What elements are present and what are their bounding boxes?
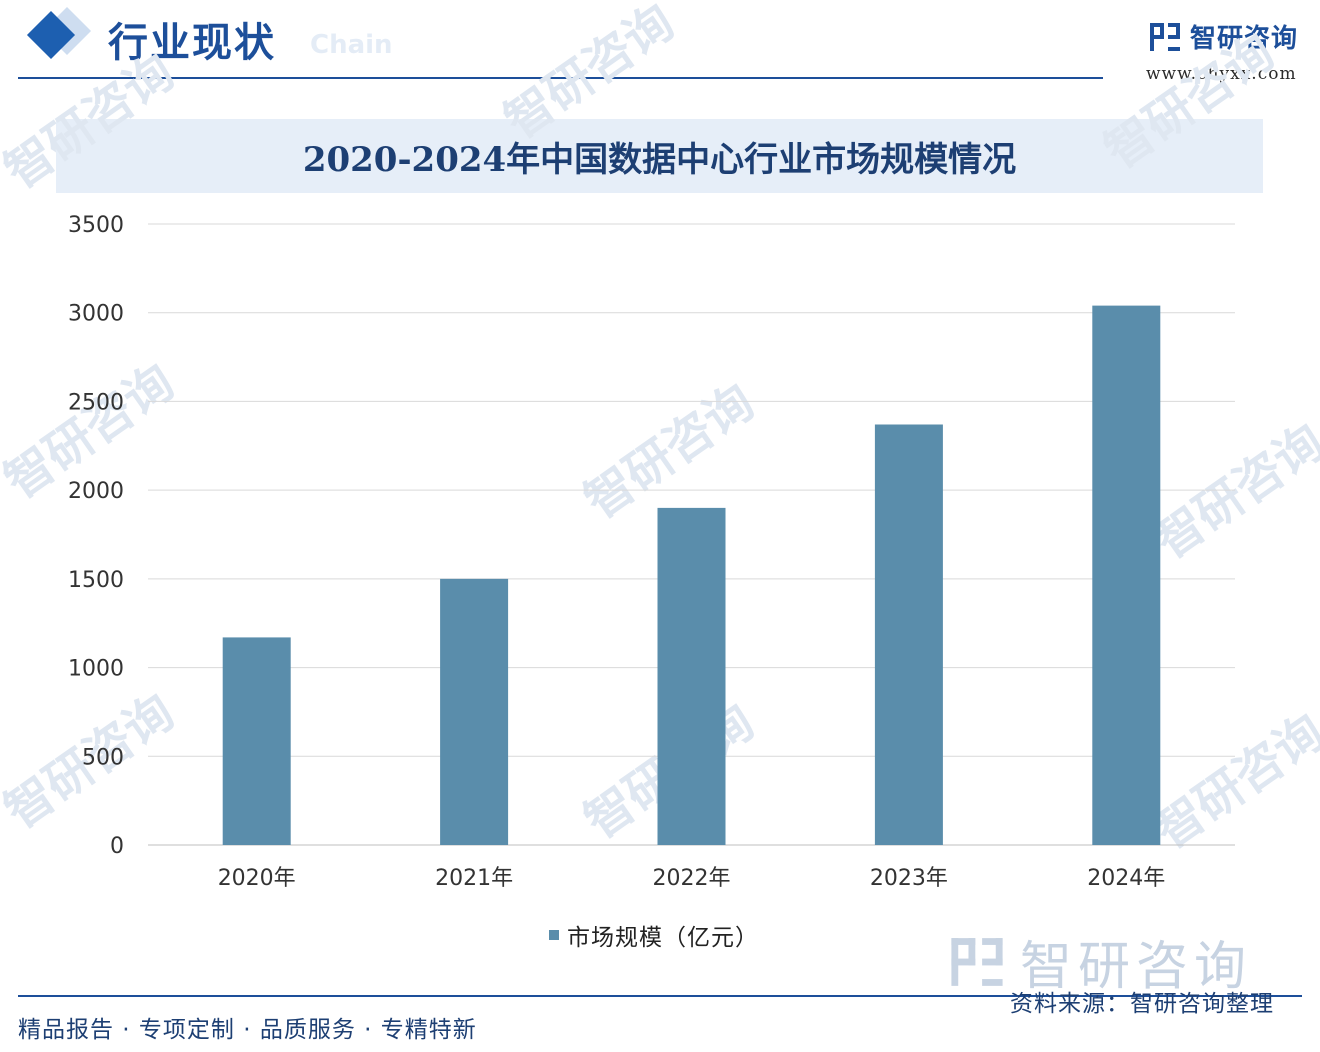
y-axis-ticks: 0 500 1000 1500 2000 2500 3000 3500 <box>68 213 124 859</box>
legend-swatch <box>549 930 559 940</box>
watermark-text: 智研咨询 <box>495 0 684 150</box>
x-axis-ticks: 2020年 2021年 2022年 2023年 2024年 <box>218 866 1166 891</box>
section-subtitle: Chain <box>310 30 393 60</box>
y-tick-label: 2500 <box>68 390 124 415</box>
brand-name: 智研咨询 <box>1190 24 1299 54</box>
x-tick-label: 2021年 <box>435 866 513 891</box>
footer-divider <box>18 995 1302 997</box>
chart-title: 2020-2024年中国数据中心行业市场规模情况 <box>302 139 1017 180</box>
bar <box>874 424 943 845</box>
watermark-text: 智研咨询 <box>1145 414 1320 570</box>
bar <box>1092 305 1161 845</box>
y-tick-label: 1500 <box>68 568 124 593</box>
bar <box>222 637 291 845</box>
x-tick-label: 2020年 <box>218 866 296 891</box>
brand-logo-icon <box>1150 22 1180 51</box>
chart-legend: 市场规模（亿元） <box>549 918 759 952</box>
bar <box>657 507 726 845</box>
watermark-text: 智研咨询 <box>575 374 764 530</box>
chart-title-banner: 2020-2024年中国数据中心行业市场规模情况 <box>56 119 1263 193</box>
footer-logo-icon <box>951 937 1003 986</box>
y-tick-label: 3000 <box>68 302 124 327</box>
brand-url[interactable]: www.chyxx.com <box>1146 64 1297 84</box>
y-tick-label: 2000 <box>68 479 124 504</box>
footer-logo: 智研咨询 <box>948 924 1252 999</box>
x-tick-label: 2024年 <box>1087 866 1165 891</box>
footer-logo-name: 智研咨询 <box>1020 937 1253 997</box>
y-tick-label: 3500 <box>68 213 124 238</box>
legend-label: 市场规模（亿元） <box>567 925 759 951</box>
header-divider <box>18 77 1103 79</box>
watermark-text: 智研咨询 <box>1095 24 1284 180</box>
y-tick-label: 1000 <box>68 657 124 682</box>
x-tick-label: 2022年 <box>653 866 731 891</box>
section-title: 行业现状 <box>108 20 276 66</box>
y-tick-label: 500 <box>82 745 124 770</box>
data-source: 资料来源：智研咨询整理 <box>1010 991 1274 1017</box>
x-tick-label: 2023年 <box>870 866 948 891</box>
watermark-text: 智研咨询 <box>0 44 184 200</box>
watermark-text: 智研咨询 <box>1145 704 1320 860</box>
bar <box>440 578 509 845</box>
footer-tagline: 精品报告 · 专项定制 · 品质服务 · 专精特新 <box>18 1017 477 1043</box>
y-tick-label: 0 <box>110 834 124 859</box>
brand: 智研咨询 <box>1148 18 1298 55</box>
bars <box>222 305 1161 845</box>
